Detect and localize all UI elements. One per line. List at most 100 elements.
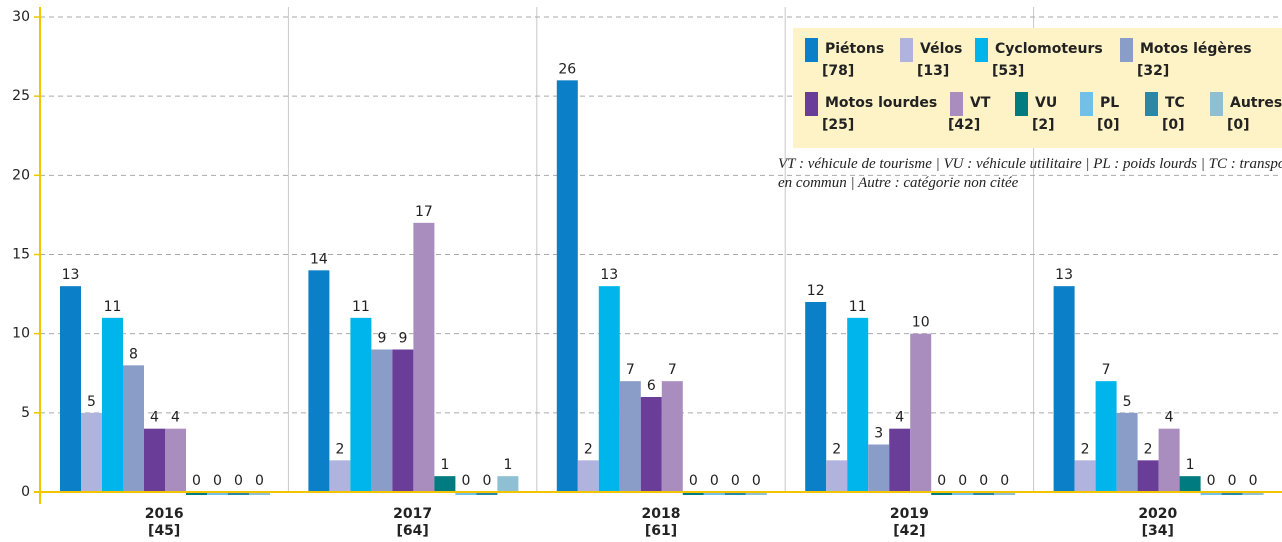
legend-label: VU (1035, 95, 1057, 111)
value-label: 9 (398, 331, 407, 347)
legend-label: Piétons (825, 41, 884, 57)
value-label: 7 (626, 362, 635, 378)
x-tick-total: [61] (645, 523, 677, 539)
value-label: 7 (668, 362, 677, 378)
bar (556, 80, 578, 492)
y-tick-label: 15 (12, 247, 30, 263)
legend-total: [32] (1137, 63, 1169, 79)
bar (350, 317, 372, 492)
legend-label: Cyclomoteurs (995, 41, 1103, 57)
value-label: 12 (807, 283, 825, 299)
bar (123, 365, 144, 492)
legend-label: Motos légères (1140, 41, 1252, 57)
value-label: 2 (832, 441, 841, 457)
bar (186, 492, 207, 495)
value-label: 0 (1207, 473, 1216, 489)
bar (745, 492, 767, 495)
bar (1221, 492, 1243, 495)
value-label: 2 (1081, 441, 1090, 457)
bar (910, 333, 932, 492)
x-tick-label: 2019 (890, 506, 929, 522)
bar (308, 270, 330, 492)
note: VT : véhicule de tourisme | VU : véhicul… (778, 156, 1282, 191)
x-tick-total: [34] (1142, 523, 1174, 539)
value-label: 1 (503, 457, 512, 473)
value-label: 1 (1186, 457, 1195, 473)
value-label: 3 (874, 426, 883, 442)
bar (973, 492, 995, 495)
value-label: 0 (937, 473, 946, 489)
bar (619, 381, 641, 492)
legend-label: PL (1100, 95, 1119, 111)
x-tick-total: [45] (148, 523, 180, 539)
bar (455, 492, 477, 495)
value-label: 0 (192, 473, 201, 489)
value-label: 11 (352, 299, 370, 315)
value-label: 0 (710, 473, 719, 489)
bar (165, 428, 186, 492)
value-label: 0 (689, 473, 698, 489)
legend-swatch (950, 92, 963, 116)
bar (413, 222, 435, 493)
bar (703, 492, 725, 495)
legend-total: [42] (948, 117, 980, 133)
value-label: 0 (461, 473, 470, 489)
value-label: 0 (979, 473, 988, 489)
y-tick-label: 5 (21, 405, 30, 421)
legend-swatch (1210, 92, 1223, 116)
x-tick-label: 2020 (1138, 506, 1177, 522)
legend-swatch (1080, 92, 1093, 116)
value-label: 2 (335, 441, 344, 457)
value-label: 10 (912, 315, 930, 331)
legend-box (793, 28, 1282, 148)
legend-swatch (805, 38, 818, 62)
value-label: 26 (558, 61, 576, 77)
y-tick-label: 20 (12, 167, 30, 183)
bar (889, 428, 911, 492)
bar (1242, 492, 1264, 495)
value-label: 17 (415, 204, 433, 220)
value-label: 11 (849, 299, 867, 315)
value-label: 0 (234, 473, 243, 489)
value-label: 4 (171, 410, 180, 426)
x-tick-label: 2018 (642, 506, 681, 522)
value-label: 0 (482, 473, 491, 489)
bar (952, 492, 974, 495)
bar (1053, 286, 1075, 492)
bar (81, 412, 102, 492)
bar (207, 492, 228, 495)
bar (1116, 412, 1138, 492)
bar (847, 317, 869, 492)
y-tick-label: 10 (12, 326, 30, 342)
bar (228, 492, 249, 495)
bar (661, 381, 683, 492)
legend-swatch (1015, 92, 1028, 116)
legend-total: [2] (1032, 117, 1055, 133)
bar (724, 492, 746, 495)
legend-total: [0] (1162, 117, 1185, 133)
bar (392, 349, 414, 492)
value-label: 0 (1000, 473, 1009, 489)
bar (102, 317, 123, 492)
bar (1179, 476, 1201, 492)
bar (868, 444, 890, 492)
bar (640, 397, 662, 492)
legend-swatch (1145, 92, 1158, 116)
legend-label: Vélos (920, 41, 962, 57)
value-label: 0 (731, 473, 740, 489)
value-label: 14 (310, 251, 328, 267)
value-label: 2 (1144, 441, 1153, 457)
bar (497, 476, 519, 492)
value-label: 4 (1165, 410, 1174, 426)
value-label: 2 (584, 441, 593, 457)
legend-label: VT (970, 95, 991, 111)
legend-total: [0] (1097, 117, 1120, 133)
legend-total: [0] (1227, 117, 1250, 133)
value-label: 0 (958, 473, 967, 489)
x-tick-label: 2017 (393, 506, 432, 522)
bar (1074, 460, 1096, 492)
legend-label: TC (1165, 95, 1185, 111)
bar (476, 492, 498, 495)
bar (577, 460, 599, 492)
